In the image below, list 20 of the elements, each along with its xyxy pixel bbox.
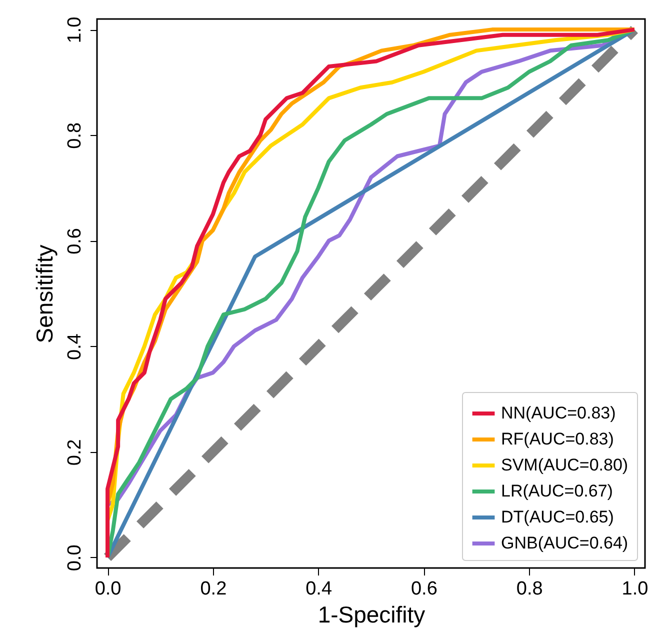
legend-label: RF(AUC=0.83) [501, 430, 614, 448]
y-tick-label: 0.4 [64, 333, 86, 360]
legend-label: LR(AUC=0.67) [501, 482, 613, 500]
x-tick-label: 0.6 [410, 578, 438, 600]
x-tick-label: 0.0 [94, 578, 122, 600]
x-tick-label: 1.0 [622, 578, 648, 600]
legend-label: SVM(AUC=0.80) [501, 456, 628, 474]
x-tick-label: 0.4 [306, 578, 332, 600]
x-tick-label: 0.8 [516, 578, 543, 600]
y-axis-title: Sensitifity [32, 244, 58, 344]
y-tick-label: 0.6 [64, 228, 86, 254]
x-tick-label: 0.2 [200, 578, 227, 600]
x-axis-title: 1-Specifity [318, 602, 426, 628]
y-tick-label: 0.8 [64, 122, 86, 149]
y-tick-label: 0.2 [64, 439, 86, 466]
y-tick-label: 0.0 [64, 544, 86, 572]
legend-label: DT(AUC=0.65) [501, 508, 614, 526]
legend-label: NN(AUC=0.83) [501, 404, 616, 422]
legend-label: GNB(AUC=0.64) [501, 534, 628, 552]
y-tick-label: 1.0 [64, 16, 86, 44]
